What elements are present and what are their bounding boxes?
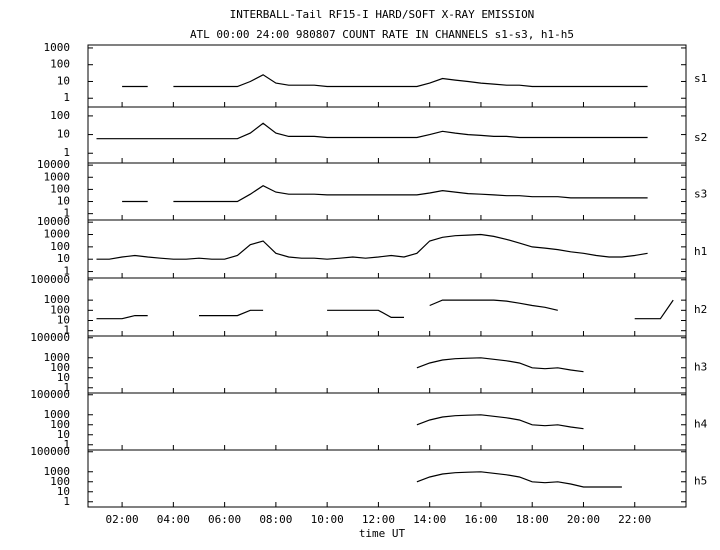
x-tick-label: 14:00: [413, 513, 446, 526]
y-tick-label: 100: [50, 361, 70, 374]
y-tick-label: 1: [63, 91, 70, 104]
y-tick-label: 1000: [44, 408, 71, 421]
data-line: [417, 358, 673, 372]
y-tick-label: 100000: [30, 273, 70, 286]
panel-frame: [87, 44, 687, 108]
y-tick-label: 100: [50, 418, 70, 431]
panel-label: h3: [694, 361, 707, 374]
y-tick-label: 100: [50, 303, 70, 316]
y-tick-label: 1: [63, 265, 70, 278]
y-tick-label: 10: [57, 252, 70, 265]
y-tick-label: 100: [50, 475, 70, 488]
x-tick-label: 02:00: [106, 513, 139, 526]
panel-frame: [87, 162, 687, 221]
panel-frame: [87, 219, 687, 279]
panel-label: s1: [694, 72, 707, 85]
y-tick-label: 10: [57, 428, 70, 441]
y-tick-label: 100: [50, 240, 70, 253]
panel-frame: [87, 335, 687, 394]
x-tick-label: 06:00: [208, 513, 241, 526]
y-tick-label: 1000: [44, 41, 71, 54]
panel-frame: [87, 449, 687, 508]
data-line: [122, 186, 673, 202]
y-tick-label: 1: [63, 495, 70, 508]
panel-frame: [87, 277, 687, 337]
data-line: [96, 299, 674, 320]
y-tick-label: 100000: [30, 445, 70, 458]
y-tick-label: 10: [57, 371, 70, 384]
x-tick-label: 10:00: [311, 513, 344, 526]
data-line: [97, 235, 674, 260]
x-tick-label: 20:00: [567, 513, 600, 526]
data-line: [122, 75, 673, 87]
panel-frame: [87, 392, 687, 451]
data-line: [97, 123, 674, 138]
y-tick-label: 1: [63, 146, 70, 159]
y-tick-label: 100000: [30, 388, 70, 401]
y-tick-label: 1: [63, 381, 70, 394]
panel-label: h1: [694, 245, 707, 258]
y-tick-label: 1: [63, 207, 70, 220]
y-tick-label: 1: [63, 438, 70, 451]
y-tick-label: 1000: [44, 228, 71, 241]
x-tick-label: 04:00: [157, 513, 190, 526]
y-tick-label: 100: [50, 58, 70, 71]
panel-label: h5: [694, 475, 707, 488]
y-tick-label: 1000: [44, 293, 71, 306]
x-tick-label: 12:00: [362, 513, 395, 526]
x-tick-label: 18:00: [516, 513, 549, 526]
y-tick-label: 1000: [44, 351, 71, 364]
panel-label: s2: [694, 131, 707, 144]
x-tick-label: 08:00: [259, 513, 292, 526]
y-tick-label: 10: [57, 314, 70, 327]
chart-subtitle: ATL 00:00 24:00 980807 COUNT RATE IN CHA…: [190, 28, 574, 41]
y-tick-label: 10: [57, 128, 70, 141]
panel-label: s3: [694, 188, 707, 201]
y-tick-label: 10: [57, 74, 70, 87]
panel-label: h2: [694, 303, 707, 316]
panel-label: h4: [694, 418, 708, 431]
x-axis-label: time UT: [359, 527, 406, 540]
y-tick-label: 10000: [37, 158, 70, 171]
y-tick-label: 10000: [37, 215, 70, 228]
panel-frame: [87, 106, 687, 164]
y-tick-label: 100: [50, 109, 70, 122]
x-tick-label: 22:00: [618, 513, 651, 526]
y-tick-label: 100000: [30, 331, 70, 344]
y-tick-label: 10: [57, 485, 70, 498]
y-tick-label: 1000: [44, 170, 71, 183]
y-tick-label: 1: [63, 324, 70, 337]
y-tick-label: 1000: [44, 465, 71, 478]
chart-title: INTERBALL-Tail RF15-I HARD/SOFT X-RAY EM…: [230, 8, 535, 21]
data-line: [417, 472, 673, 487]
x-tick-label: 16:00: [464, 513, 497, 526]
y-tick-label: 100: [50, 182, 70, 195]
y-tick-label: 10: [57, 195, 70, 208]
data-line: [417, 415, 673, 429]
